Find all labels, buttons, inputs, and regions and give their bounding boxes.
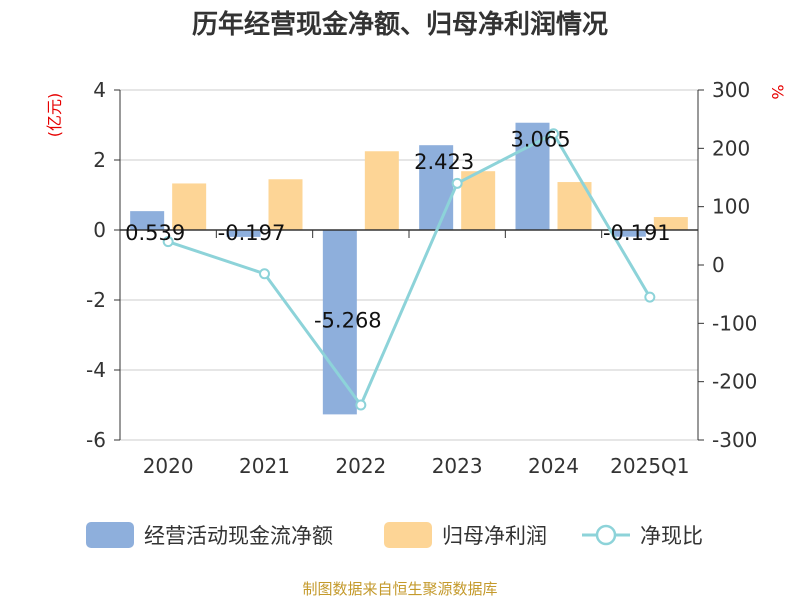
- bar-cashflow: [611, 230, 646, 237]
- right-tick-label: 200: [712, 136, 750, 160]
- legend-label-ratio: 净现比: [640, 524, 703, 548]
- legend-swatch-cashflow: [86, 522, 134, 548]
- legend: 经营活动现金流净额 归母净利润 净现比: [86, 522, 703, 548]
- cashflow-data-label: -5.268: [314, 308, 382, 332]
- bar-netprofit: [364, 151, 399, 230]
- bar-cashflow: [226, 230, 261, 237]
- left-tick-label: 4: [93, 78, 106, 102]
- right-tick-label: -300: [712, 428, 757, 452]
- x-tick-label: 2021: [239, 454, 290, 478]
- legend-swatch-netprofit: [384, 522, 432, 548]
- right-tick-label: 100: [712, 195, 750, 219]
- bar-cashflow: [515, 122, 550, 230]
- x-tick-label: 2023: [432, 454, 483, 478]
- legend-label-netprofit: 归母净利润: [442, 524, 547, 548]
- ratio-point: [355, 399, 367, 411]
- cashflow-data-label: -0.197: [218, 221, 286, 245]
- right-axis-unit: %: [768, 84, 787, 99]
- axes: 4 2 0 -2 -4 -6 300 200 100 0 -100 -200 -300 2020 2021 2…: [86, 78, 757, 478]
- x-tick-label: 2022: [335, 454, 386, 478]
- cashflow-data-label: 2.423: [414, 150, 474, 174]
- x-tick-label: 2024: [528, 454, 579, 478]
- left-tick-label: 0: [93, 218, 106, 242]
- ratio-point: [548, 128, 559, 140]
- source-note: 制图数据来自恒生聚源数据库: [302, 580, 497, 598]
- right-tick-label: -100: [712, 311, 757, 335]
- x-tick-label: 2025Q1: [610, 454, 689, 478]
- bar-cashflow: [419, 145, 454, 230]
- ratio-point: [451, 177, 463, 189]
- data-labels: 0.539 -0.197 -5.268 2.423 3.065 -0.191: [125, 128, 671, 333]
- left-axis-unit: (亿元): [45, 93, 64, 138]
- cashflow-data-label: 3.065: [510, 128, 570, 152]
- ratio-polyline: [167, 131, 652, 408]
- ratio-point: [259, 268, 270, 280]
- bar-netprofit: [268, 179, 303, 230]
- bar-netprofit: [653, 217, 688, 230]
- legend-label-cashflow: 经营活动现金流净额: [144, 524, 333, 548]
- right-tick-label: -200: [712, 370, 757, 394]
- left-tick-label: -6: [86, 428, 106, 452]
- right-tick-label: 300: [712, 78, 750, 102]
- bars: [130, 122, 688, 415]
- ratio-point: [644, 291, 656, 303]
- ratio-line: [162, 128, 656, 411]
- ratio-point: [162, 236, 174, 248]
- legend-swatch-ratio-marker: [595, 524, 617, 546]
- right-tick-label: 0: [712, 253, 725, 277]
- grid-lines: [120, 89, 698, 441]
- bar-cashflow: [130, 211, 165, 230]
- cashflow-data-label: -0.191: [603, 221, 671, 245]
- left-tick-label: -2: [86, 288, 106, 312]
- cashflow-data-label: 0.539: [125, 221, 185, 245]
- chart-title: 历年经营现金净额、归母净利润情况: [192, 9, 608, 40]
- left-tick-label: 2: [93, 148, 106, 172]
- bar-cashflow: [322, 230, 357, 415]
- left-tick-label: -4: [86, 358, 106, 382]
- bar-netprofit: [172, 183, 207, 230]
- x-tick-label: 2020: [143, 454, 194, 478]
- bar-netprofit: [461, 171, 496, 230]
